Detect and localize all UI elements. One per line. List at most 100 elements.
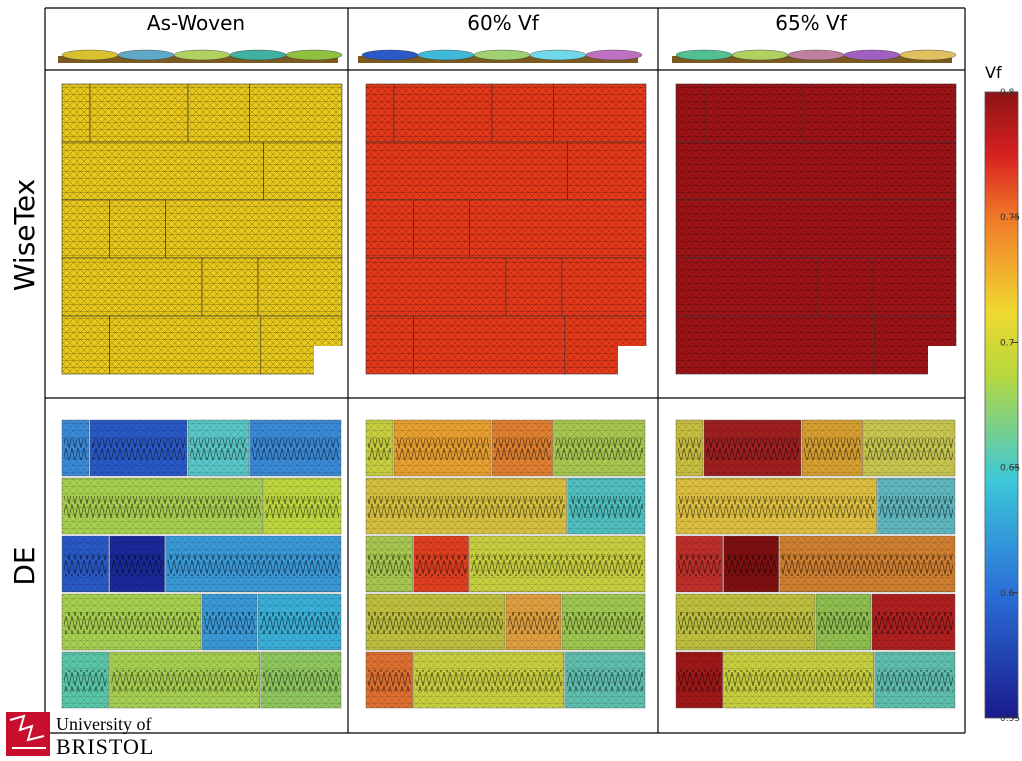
brick-mesh — [676, 420, 703, 476]
brick-mesh — [188, 420, 249, 476]
brick-mesh — [62, 536, 109, 592]
brick-mesh — [565, 652, 645, 708]
notch — [618, 346, 648, 376]
colorbar-tick-label: 0.65 — [1000, 464, 1020, 474]
brick-mesh — [166, 200, 342, 258]
colorbar-tick-label: 0.55 — [1000, 714, 1020, 724]
tape-yarn — [788, 50, 844, 60]
brick-mesh — [250, 84, 342, 142]
brick-mesh — [878, 142, 956, 200]
brick-mesh — [62, 258, 202, 316]
brick-mesh — [166, 536, 341, 592]
tape-yarn — [418, 50, 474, 60]
brick-mesh — [62, 652, 109, 708]
brick-mesh — [110, 652, 260, 708]
brick-mesh — [202, 258, 258, 316]
colorbar-tick-label: 0.8 — [1000, 88, 1015, 98]
brick-mesh — [676, 478, 877, 534]
logo: University of BRISTOL — [6, 712, 154, 759]
brick-mesh — [264, 478, 341, 534]
brick-mesh — [188, 84, 250, 142]
notch — [928, 346, 958, 376]
column-header: 65% Vf — [775, 11, 847, 35]
brick-mesh — [90, 420, 187, 476]
brick-mesh — [724, 200, 780, 258]
colorbar — [985, 92, 1018, 718]
brick-mesh — [780, 200, 956, 258]
brick-mesh — [676, 594, 815, 650]
brick-mesh — [875, 652, 955, 708]
brick-mesh — [724, 536, 779, 592]
tape-yarn — [286, 50, 342, 60]
brick-mesh — [676, 316, 724, 374]
brick-mesh — [802, 84, 864, 142]
brick-mesh — [202, 594, 257, 650]
brick-mesh — [872, 594, 955, 650]
row-label: DE — [8, 546, 41, 585]
row-label: WiseTex — [8, 179, 41, 291]
brick-mesh — [506, 594, 561, 650]
brick-mesh — [250, 420, 341, 476]
colorbar-tick-label: 0.7 — [1000, 338, 1014, 348]
brick-mesh — [90, 84, 188, 142]
tape-yarn — [676, 50, 732, 60]
brick-mesh — [414, 200, 470, 258]
brick-mesh — [506, 258, 562, 316]
brick-mesh — [414, 316, 565, 374]
brick-mesh — [816, 258, 872, 316]
brick-mesh — [62, 84, 90, 142]
tape-yarn — [586, 50, 642, 60]
tape-yarn — [844, 50, 900, 60]
brick-mesh — [676, 84, 704, 142]
brick-mesh — [872, 258, 956, 316]
brick-mesh — [676, 142, 878, 200]
brick-mesh — [261, 652, 341, 708]
brick-mesh — [62, 142, 264, 200]
brick-mesh — [554, 84, 646, 142]
brick-mesh — [802, 420, 863, 476]
colorbar-tick-label: 0.6 — [1000, 589, 1015, 599]
brick-mesh — [62, 594, 201, 650]
tape-yarn — [118, 50, 174, 60]
brick-mesh — [366, 200, 414, 258]
column-header: As-Woven — [147, 11, 245, 35]
brick-mesh — [676, 652, 723, 708]
figure: As-Woven 60% Vf 65% Vf WiseTex DE Vf Uni… — [0, 0, 1022, 761]
brick-mesh — [704, 84, 802, 142]
brick-mesh — [264, 142, 342, 200]
tape-yarn — [174, 50, 230, 60]
tape-yarn — [530, 50, 586, 60]
brick-mesh — [492, 84, 554, 142]
notch — [314, 346, 344, 376]
logo-text: BRISTOL — [56, 734, 154, 759]
brick-mesh — [366, 420, 393, 476]
brick-mesh — [878, 478, 955, 534]
brick-mesh — [704, 420, 801, 476]
brick-mesh — [780, 536, 955, 592]
brick-mesh — [366, 84, 394, 142]
brick-mesh — [470, 536, 645, 592]
brick-mesh — [366, 316, 414, 374]
brick-mesh — [568, 142, 646, 200]
logo-text: University of — [56, 714, 151, 734]
brick-mesh — [366, 142, 568, 200]
tape-yarn — [732, 50, 788, 60]
brick-mesh — [724, 652, 874, 708]
brick-mesh — [366, 652, 413, 708]
brick-mesh — [110, 316, 261, 374]
tape-yarn — [474, 50, 530, 60]
column-header: 60% Vf — [467, 11, 539, 35]
tape-yarn — [900, 50, 956, 60]
brick-mesh — [568, 478, 645, 534]
brick-mesh — [366, 536, 413, 592]
brick-mesh — [414, 536, 469, 592]
brick-mesh — [470, 200, 646, 258]
brick-mesh — [366, 258, 506, 316]
brick-mesh — [366, 594, 505, 650]
colorbar-title: Vf — [985, 63, 1002, 82]
brick-mesh — [62, 316, 110, 374]
brick-mesh — [394, 420, 491, 476]
tape-yarn — [362, 50, 418, 60]
brick-mesh — [864, 84, 956, 142]
brick-mesh — [562, 258, 646, 316]
